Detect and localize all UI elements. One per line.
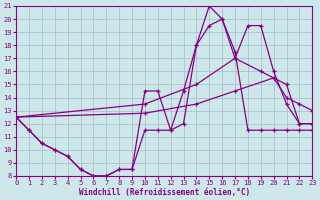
X-axis label: Windchill (Refroidissement éolien,°C): Windchill (Refroidissement éolien,°C) (79, 188, 250, 197)
